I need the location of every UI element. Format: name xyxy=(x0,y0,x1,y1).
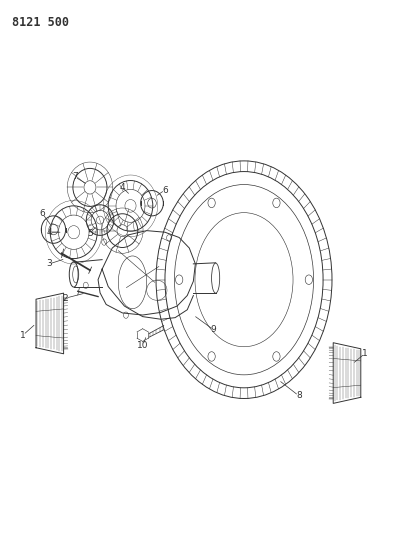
Text: 4: 4 xyxy=(46,228,52,237)
Text: 6: 6 xyxy=(39,209,45,218)
Text: 4: 4 xyxy=(120,183,125,192)
Text: 6: 6 xyxy=(162,185,168,195)
Text: 1: 1 xyxy=(362,349,368,358)
Text: 7: 7 xyxy=(72,172,78,181)
Text: 10: 10 xyxy=(137,341,148,350)
Text: 1: 1 xyxy=(20,330,26,340)
Text: 5: 5 xyxy=(87,229,93,238)
Text: 2: 2 xyxy=(63,294,69,303)
Text: 9: 9 xyxy=(211,325,217,334)
Text: 3: 3 xyxy=(46,260,52,268)
Text: 8121 500: 8121 500 xyxy=(12,16,69,29)
Text: 8: 8 xyxy=(296,391,302,400)
